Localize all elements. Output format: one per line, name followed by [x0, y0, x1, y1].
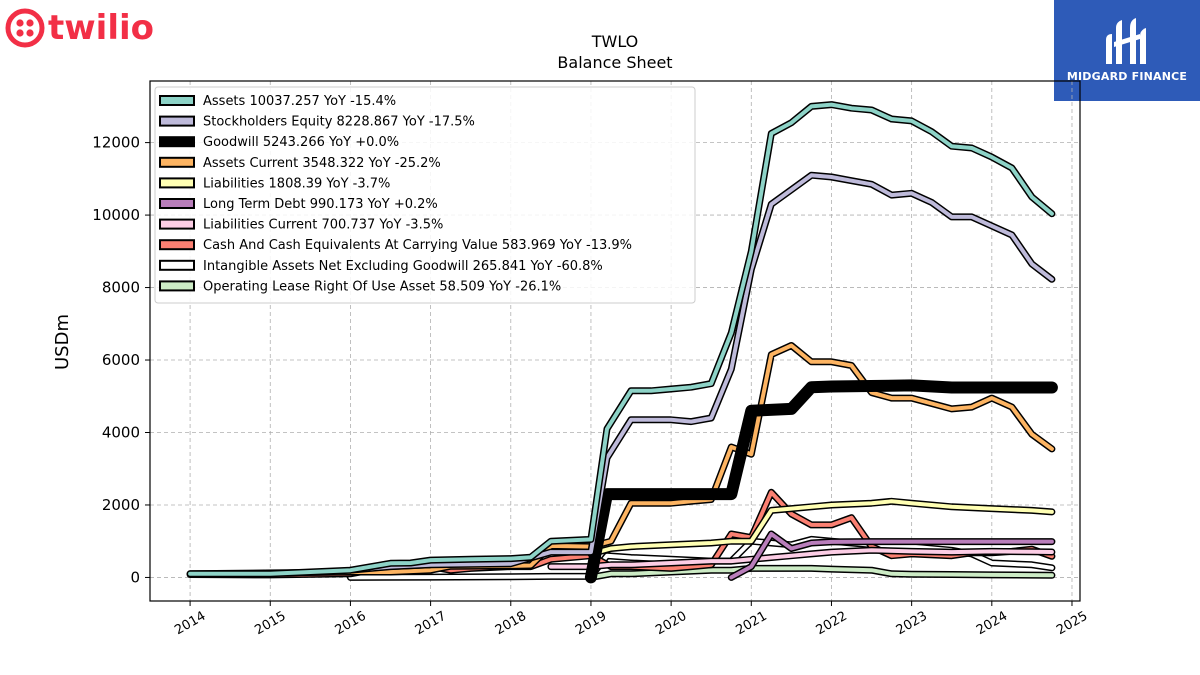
legend-item: Goodwill 5243.266 YoY +0.0% — [159, 135, 399, 150]
series-operating-lease-right-of-use-asset — [587, 564, 1056, 581]
legend-item: Operating Lease Right Of Use Asset 58.50… — [159, 279, 561, 294]
legend: Assets 10037.257 YoY -15.4% Stockholders … — [154, 86, 696, 304]
y-tick-label: 6000 — [102, 351, 140, 369]
series-assets — [186, 101, 1056, 578]
x-tick-label: 2020 — [653, 609, 689, 639]
legend-item: Liabilities Current 700.737 YoY -3.5% — [159, 218, 443, 233]
series-line — [548, 548, 1054, 569]
chart-subtitle: Balance Sheet — [557, 53, 672, 72]
legend-item: Stockholders Equity 8228.867 YoY -17.5% — [159, 115, 475, 130]
legend-swatch — [159, 259, 195, 271]
x-tick-label: 2023 — [894, 609, 930, 639]
legend-item: Liabilities 1808.39 YoY -3.7% — [159, 176, 390, 191]
x-tick-label: 2015 — [252, 609, 288, 639]
twilio-logo-dot — [26, 29, 34, 37]
series-line — [588, 499, 1054, 556]
y-tick-label: 10000 — [92, 206, 140, 224]
y-tick-label: 12000 — [92, 134, 140, 152]
series-line — [348, 173, 1054, 573]
legend-label: Stockholders Equity 8228.867 YoY -17.5% — [203, 115, 475, 130]
series-layer — [186, 101, 1058, 584]
plot-frame — [149, 80, 1081, 602]
series-line — [188, 102, 1054, 576]
legend-label: Assets Current 3548.322 YoY -25.2% — [203, 156, 441, 171]
legend-label: Operating Lease Right Of Use Asset 58.50… — [203, 279, 561, 294]
series-stockholders-equity — [346, 171, 1056, 574]
legend-swatch — [159, 239, 195, 251]
y-tick-label: 2000 — [102, 496, 140, 514]
y-axis-label: USDm — [52, 314, 73, 370]
legend-swatch — [159, 95, 195, 106]
legend-swatch — [159, 198, 195, 209]
x-tick-label: 2017 — [413, 609, 449, 639]
series-liabilities — [587, 497, 1056, 558]
x-tick-label: 2021 — [733, 609, 769, 639]
x-tick-label: 2018 — [493, 609, 529, 639]
badge-text: MIDGARD FINANCE — [1066, 70, 1188, 83]
legend-label: Assets 10037.257 YoY -15.4% — [203, 94, 396, 109]
x-tick-label: 2022 — [814, 609, 850, 639]
legend-item: Intangible Assets Net Excluding Goodwill… — [159, 259, 603, 274]
series-line — [588, 566, 1054, 580]
twilio-logo-text: twilio — [48, 8, 154, 48]
legend-label: Liabilities Current 700.737 YoY -3.5% — [203, 218, 443, 233]
x-tick-label: 2025 — [1054, 609, 1090, 639]
series-long-term-debt — [727, 530, 1056, 581]
twilio-logo-dot — [16, 19, 24, 27]
chart-title: TWLO — [591, 32, 639, 51]
legend-label: Intangible Assets Net Excluding Goodwill… — [203, 259, 603, 274]
legend-box — [154, 86, 696, 304]
x-tick-label: 2014 — [172, 609, 208, 639]
midgard-logo-icon — [1106, 18, 1146, 64]
x-tick-label: 2019 — [573, 609, 609, 639]
legend-item: Cash And Cash Equivalents At Carrying Va… — [159, 238, 632, 253]
legend-item: Long Term Debt 990.173 YoY +0.2% — [159, 197, 438, 212]
y-tick-label: 8000 — [102, 279, 140, 297]
legend-swatch — [159, 115, 195, 127]
legend-swatch — [159, 177, 195, 189]
x-tick-label: 2016 — [333, 609, 369, 639]
legend-swatch — [159, 280, 195, 292]
series-goodwill — [584, 379, 1058, 584]
legend-swatch — [159, 218, 195, 230]
series-line — [729, 532, 1054, 580]
legend-swatch — [159, 156, 195, 168]
legend-label: Liabilities 1808.39 YoY -3.7% — [203, 176, 390, 191]
legend-label: Cash And Cash Equivalents At Carrying Va… — [203, 238, 632, 253]
x-tick-label: 2024 — [974, 609, 1010, 639]
twilio-logo-ring — [5, 8, 45, 48]
series-liabilities-current — [547, 546, 1056, 571]
twilio-logo: twilio — [5, 8, 154, 48]
legend-item: Assets 10037.257 YoY -15.4% — [159, 94, 396, 109]
y-tick-label: 4000 — [102, 423, 140, 441]
twilio-logo-dot — [26, 19, 34, 27]
legend-label: Goodwill 5243.266 YoY +0.0% — [203, 135, 399, 150]
legend-swatch — [159, 136, 195, 148]
legend-item: Assets Current 3548.322 YoY -25.2% — [159, 156, 441, 171]
midgard-finance-badge: MIDGARD FINANCE — [1054, 0, 1200, 101]
series-line — [586, 380, 1057, 582]
legend-label: Long Term Debt 990.173 YoY +0.2% — [203, 197, 438, 212]
y-tick-label: 0 — [130, 568, 140, 586]
twilio-logo-dot — [16, 29, 24, 37]
